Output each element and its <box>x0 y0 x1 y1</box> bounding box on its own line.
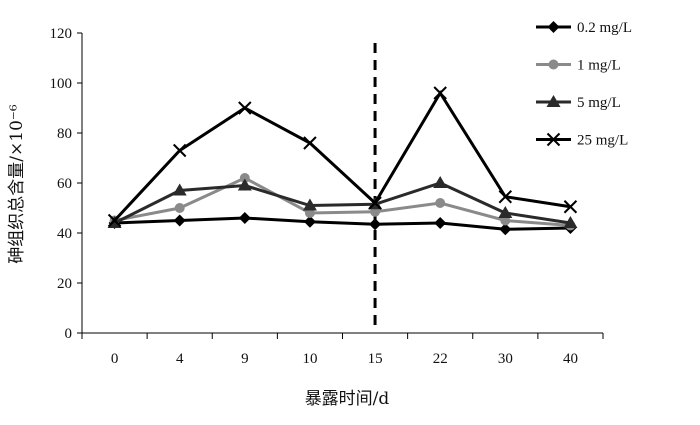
data-point <box>369 218 382 231</box>
x-marker-stroke <box>498 190 513 204</box>
data-point <box>433 176 448 188</box>
series-0 <box>108 212 577 236</box>
data-point <box>172 143 187 158</box>
y-tick-label: 60 <box>57 176 72 192</box>
x-tick-label: 0 <box>111 351 119 367</box>
y-tick-label: 80 <box>57 126 72 142</box>
data-point <box>303 136 317 150</box>
data-point <box>239 173 250 183</box>
legend-label: 5 mg/L <box>577 95 621 111</box>
legend: 0.2 mg/L 1 mg/L 5 mg/L 25 mg/L <box>536 20 632 149</box>
x-tick-label: 22 <box>433 351 448 367</box>
series-line <box>114 176 571 227</box>
data-point <box>499 223 512 236</box>
legend-item: 25 mg/L <box>536 133 628 149</box>
y-tick-label: 120 <box>50 26 73 42</box>
x-tick-label: 9 <box>241 351 249 367</box>
data-point <box>368 196 382 210</box>
series-line <box>113 90 571 222</box>
y-tick-label: 100 <box>50 76 73 92</box>
data-point <box>238 101 252 115</box>
series-lines <box>107 86 578 236</box>
y-axis-title: 砷组织总含量/×10⁻⁶ <box>7 104 27 264</box>
x-marker-stroke <box>172 143 187 158</box>
chart-axes <box>77 32 604 339</box>
legend-marker <box>546 95 561 107</box>
legend-label: 25 mg/L <box>577 133 628 149</box>
series-line <box>114 216 571 231</box>
legend-marker <box>548 59 559 70</box>
x-tick-label: 15 <box>368 351 383 367</box>
series-3 <box>107 86 578 228</box>
x-marker-stroke <box>546 132 561 147</box>
y-tick-label: 0 <box>65 326 73 342</box>
x-marker-stroke <box>368 196 382 210</box>
y-tick-label: 40 <box>57 226 72 242</box>
data-point <box>434 217 447 229</box>
data-point <box>303 215 316 228</box>
x-tick-label: 40 <box>563 351 578 367</box>
data-point <box>433 86 447 100</box>
data-point <box>173 214 186 227</box>
data-point <box>498 206 513 218</box>
x-marker-stroke <box>563 200 578 214</box>
data-point <box>498 190 513 204</box>
data-point <box>174 203 185 213</box>
x-tick-label: 4 <box>176 351 184 367</box>
legend-item: 1 mg/L <box>536 58 621 74</box>
data-point <box>107 213 122 228</box>
data-point <box>435 198 446 208</box>
x-tick-label: 10 <box>302 351 317 367</box>
legend-item: 5 mg/L <box>536 95 621 111</box>
data-point <box>238 212 251 224</box>
x-tick-label: 30 <box>498 351 513 367</box>
x-axis-title: 暴露时间/d <box>305 389 390 409</box>
legend-label: 1 mg/L <box>577 58 621 74</box>
x-marker-stroke <box>433 86 447 100</box>
legend-item: 0.2 mg/L <box>536 20 632 36</box>
data-point <box>237 178 252 191</box>
y-tick-labels: 0 20 40 60 80 100 120 <box>50 26 73 342</box>
data-point <box>172 183 187 196</box>
y-tick-label: 20 <box>57 276 72 292</box>
legend-label: 0.2 mg/L <box>577 20 632 36</box>
x-marker-stroke <box>107 213 122 228</box>
data-point <box>563 200 578 214</box>
legend-marker <box>547 21 560 33</box>
x-marker-stroke <box>303 136 317 150</box>
legend-marker <box>546 132 561 147</box>
series-line <box>113 181 571 225</box>
data-point <box>302 198 317 211</box>
x-tick-labels: 0 4 9 10 15 22 30 40 <box>111 351 578 367</box>
x-marker-stroke <box>238 101 252 115</box>
data-point <box>563 216 578 228</box>
